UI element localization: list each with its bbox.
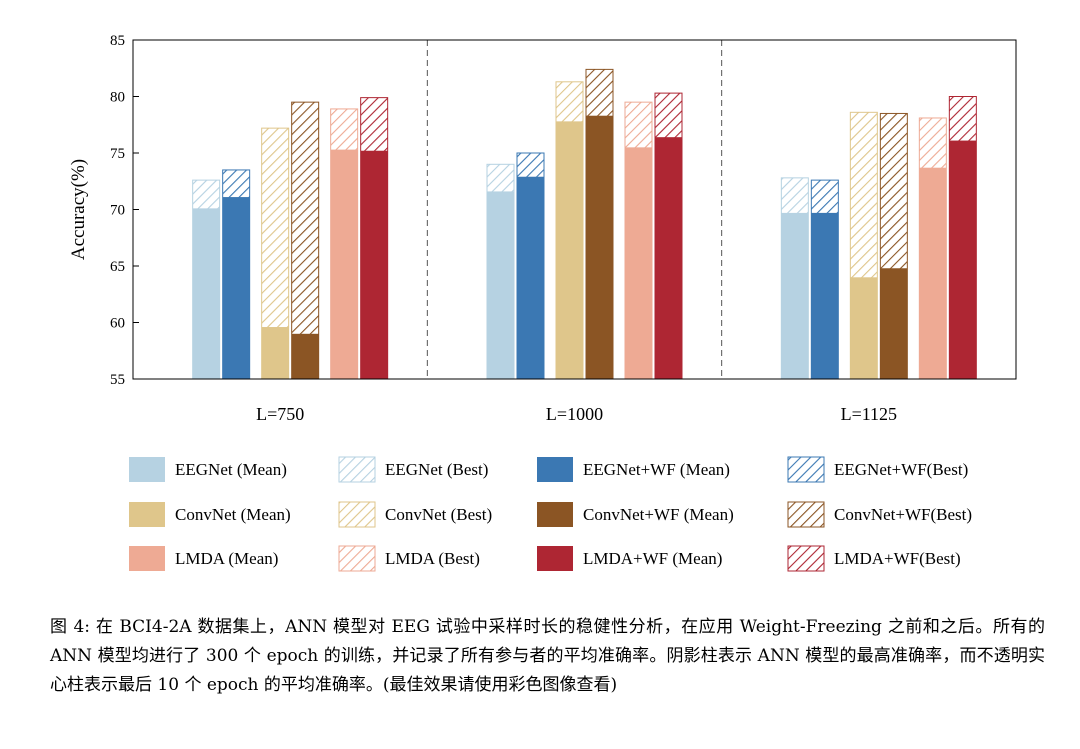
bar-convnetwf-best	[291, 101, 320, 380]
legend-label: EEGNet+WF (Mean)	[583, 460, 730, 479]
y-axis-label: Accuracy(%)	[68, 159, 89, 260]
chart-bars	[192, 68, 977, 380]
y-tick-label: 75	[110, 146, 125, 162]
legend-swatch-lmda-solid	[129, 546, 165, 571]
legend-label: EEGNet+WF(Best)	[834, 460, 968, 479]
bar-eegnet-mean	[192, 208, 220, 379]
bar-lmdawf-mean	[949, 140, 977, 379]
legend-label: ConvNet (Best)	[385, 505, 492, 524]
legend-label: LMDA (Best)	[385, 549, 480, 568]
legend-swatch-eegnet-hatch	[338, 456, 376, 483]
legend-label: LMDA+WF(Best)	[834, 549, 961, 568]
bar-eegnet-mean	[781, 212, 809, 379]
legend-swatch-convnet-solid	[129, 502, 165, 527]
bar-convnetwf-mean	[291, 333, 319, 379]
y-tick-label: 55	[110, 372, 125, 388]
bar-eegnetwf-mean	[811, 212, 839, 379]
bar-convnet-mean	[261, 327, 289, 379]
bar-lmda-mean	[919, 167, 947, 379]
bar-eegnetwf-mean	[517, 176, 544, 379]
bar-lmdawf-mean	[360, 150, 388, 379]
x-category-label: L=750	[256, 404, 304, 424]
legend-swatch-lmdawf-solid	[537, 546, 573, 571]
bar-convnet-mean	[850, 277, 878, 379]
bar-convnetwf-mean	[880, 268, 908, 379]
chart-legend: EEGNet (Mean) EEGNet (Best) EEGNet+WF (Mea…	[129, 456, 972, 572]
legend-label: LMDA (Mean)	[175, 549, 278, 568]
y-tick-label: 80	[110, 90, 125, 106]
bar-convnetwf-mean	[586, 115, 613, 380]
bar-lmda-mean	[330, 149, 358, 379]
legend-swatch-convnetwf-hatch	[787, 501, 825, 528]
y-tick-label: 60	[110, 316, 125, 332]
x-category-label: L=1000	[546, 404, 603, 424]
legend-label: EEGNet (Best)	[385, 460, 488, 479]
legend-label: ConvNet (Mean)	[175, 505, 291, 524]
legend-swatch-lmdawf-hatch	[787, 545, 825, 572]
y-tick-label: 70	[110, 203, 125, 219]
legend-label: LMDA+WF (Mean)	[583, 549, 722, 568]
bar-eegnetwf-mean	[222, 197, 250, 379]
bar-lmda-mean	[625, 147, 652, 379]
bar-convnet-mean	[556, 121, 583, 380]
chart-axes: 55 60 65 70 75 80 85 Accuracy(%) L=750 L=1000 L=11…	[68, 33, 1017, 424]
bar-eegnet-mean	[487, 191, 514, 379]
legend-swatch-lmda-hatch	[338, 545, 376, 572]
accuracy-bar-chart: 55 60 65 70 75 80 85 Accuracy(%) L=750 L=1000 L=11…	[68, 33, 1017, 572]
legend-swatch-convnetwf-solid	[537, 502, 573, 527]
legend-swatch-convnet-hatch	[338, 501, 376, 528]
y-tick-label: 85	[110, 33, 125, 49]
legend-label: EEGNet (Mean)	[175, 460, 287, 479]
chart-grid	[426, 40, 723, 379]
x-category-label: L=1125	[841, 404, 897, 424]
legend-swatch-eegnet-solid	[129, 457, 165, 482]
legend-swatch-eegnetwf-hatch	[787, 456, 825, 483]
legend-label: ConvNet+WF (Mean)	[583, 505, 734, 524]
figure-caption: 图 4: 在 BCI4-2A 数据集上，ANN 模型对 EEG 试验中采样时长的…	[50, 617, 1045, 695]
legend-label: ConvNet+WF(Best)	[834, 505, 972, 524]
bar-lmdawf-mean	[655, 137, 682, 379]
y-tick-label: 65	[110, 259, 125, 275]
legend-swatch-eegnetwf-solid	[537, 457, 573, 482]
